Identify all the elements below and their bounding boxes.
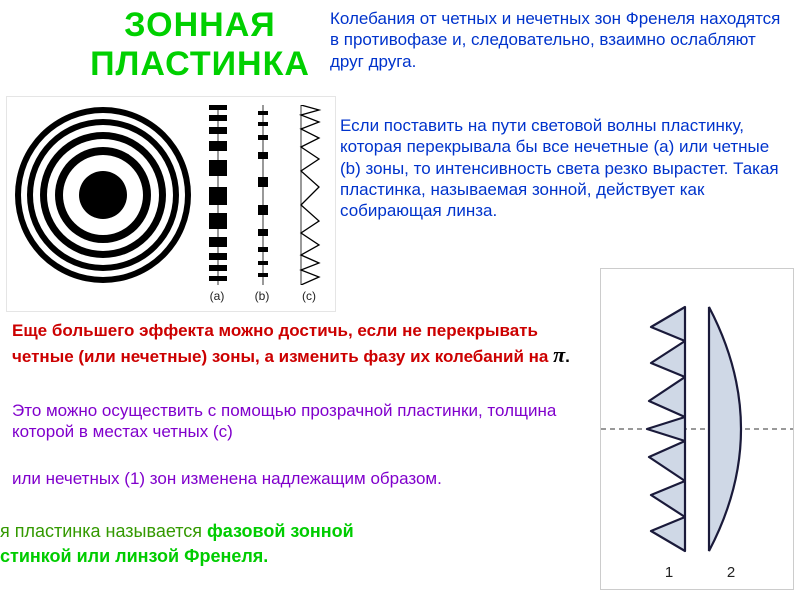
label-a: (a)	[207, 289, 227, 303]
para-6a: я пластинка называется	[0, 521, 207, 541]
pattern-a	[207, 105, 229, 285]
para-5: или нечетных (1) зон изменена надлежащим…	[12, 468, 572, 489]
fresnel-zones-figure: (a) (b) (c)	[6, 96, 336, 312]
title-line1: ЗОННАЯ	[55, 6, 345, 45]
pi-symbol: π	[553, 342, 565, 367]
para-6b: фазовой зонной	[207, 521, 354, 541]
pattern-b	[252, 105, 274, 285]
slide-title: ЗОННАЯ ПЛАСТИНКА	[55, 6, 345, 84]
title-line2: ПЛАСТИНКА	[55, 45, 345, 84]
lens-label-2: 2	[727, 564, 735, 581]
label-c: (c)	[299, 289, 319, 303]
para-4: Это можно осуществить с помощью прозрачн…	[12, 400, 572, 443]
lens-label-1: 1	[665, 564, 673, 581]
para-1: Колебания от четных и нечетных зон Френе…	[330, 8, 790, 72]
para-6-line2: стинкой или линзой Френеля.	[0, 545, 268, 568]
fresnel-lens-figure: 1 2	[600, 268, 794, 590]
para-3-dot: .	[565, 347, 570, 366]
para-2: Если поставить на пути световой волны пл…	[340, 115, 790, 221]
pattern-c	[297, 105, 323, 285]
zone-plate-rings	[13, 105, 193, 285]
label-b: (b)	[252, 289, 272, 303]
para-3-text: Еще большего эффекта можно достичь, если…	[12, 321, 553, 366]
lens-svg: 1 2	[601, 269, 793, 589]
para-3: Еще большего эффекта можно достичь, если…	[12, 320, 572, 369]
para-6-line1: я пластинка называется фазовой зонной	[0, 520, 354, 543]
